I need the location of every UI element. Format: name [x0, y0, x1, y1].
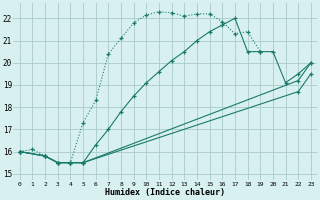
X-axis label: Humidex (Indice chaleur): Humidex (Indice chaleur)	[105, 188, 225, 197]
